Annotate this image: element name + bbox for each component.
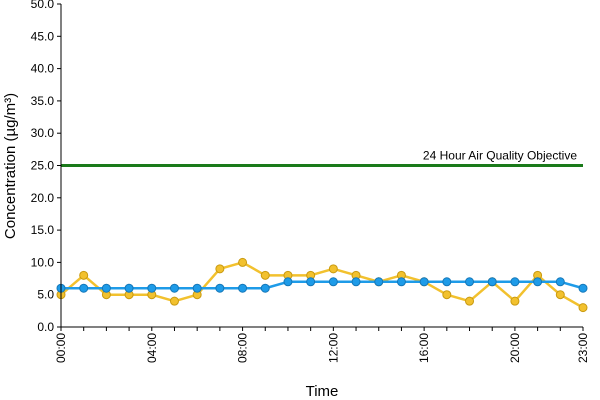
data-point xyxy=(147,283,157,293)
data-point xyxy=(442,277,452,287)
series-group xyxy=(56,257,588,313)
x-tick-label: 04:00 xyxy=(145,333,159,363)
x-axis-title: Time xyxy=(306,383,339,400)
y-axis-title: Concentration (µg/m³) xyxy=(2,93,19,239)
data-point xyxy=(328,277,338,287)
y-axis-ticks: 0.0 5.0 10.0 15.0 20.0 25.0 30.0 35.0 40.0 45.0 50… xyxy=(31,0,61,334)
y-tick-label: 50.0 xyxy=(31,0,55,11)
data-point xyxy=(79,270,89,280)
reference-line-label: 24 Hour Air Quality Objective xyxy=(423,149,577,163)
data-point xyxy=(328,264,338,274)
data-point xyxy=(396,277,406,287)
data-point xyxy=(510,296,520,306)
data-point xyxy=(442,290,452,300)
series-line xyxy=(60,261,584,309)
data-point xyxy=(465,296,475,306)
data-point xyxy=(215,264,225,274)
x-tick-label: 20:00 xyxy=(508,333,522,363)
data-point xyxy=(578,303,588,313)
y-tick-label: 25.0 xyxy=(31,159,55,173)
y-tick-label: 45.0 xyxy=(31,29,55,43)
x-axis-ticks: 00:00 04:00 08:00 12:00 16:00 20:00 23:00 xyxy=(54,327,590,363)
data-point xyxy=(283,277,293,287)
data-point xyxy=(351,277,361,287)
data-point xyxy=(578,283,588,293)
y-tick-label: 0.0 xyxy=(37,320,54,334)
data-point xyxy=(169,283,179,293)
x-tick-label: 23:00 xyxy=(576,333,590,363)
x-tick-label: 08:00 xyxy=(236,333,250,363)
data-point xyxy=(533,277,543,287)
data-point xyxy=(419,277,429,287)
data-point xyxy=(555,277,565,287)
data-point xyxy=(374,277,384,287)
reference-line-group: 24 Hour Air Quality Objective xyxy=(61,149,583,167)
data-point xyxy=(192,283,202,293)
y-tick-label: 15.0 xyxy=(31,223,55,237)
y-tick-label: 30.0 xyxy=(31,126,55,140)
data-point xyxy=(79,283,89,293)
data-point xyxy=(169,296,179,306)
data-point xyxy=(215,283,225,293)
series-1 xyxy=(56,257,588,313)
data-point xyxy=(555,290,565,300)
data-point xyxy=(465,277,475,287)
y-tick-label: 35.0 xyxy=(31,94,55,108)
x-tick-label: 16:00 xyxy=(417,333,431,363)
data-point xyxy=(510,277,520,287)
series-line xyxy=(61,280,584,290)
data-point xyxy=(238,257,248,267)
y-tick-label: 5.0 xyxy=(37,288,54,302)
x-tick-label: 12:00 xyxy=(326,333,340,363)
data-point xyxy=(260,270,270,280)
data-point xyxy=(124,283,134,293)
x-tick-label: 00:00 xyxy=(54,333,68,363)
series-2 xyxy=(56,277,588,293)
data-point xyxy=(487,277,497,287)
y-tick-label: 40.0 xyxy=(31,62,55,76)
y-tick-label: 20.0 xyxy=(31,191,55,205)
y-tick-label: 10.0 xyxy=(31,255,55,269)
data-point xyxy=(306,277,316,287)
data-point xyxy=(101,283,111,293)
data-point xyxy=(238,283,248,293)
data-point xyxy=(260,283,270,293)
